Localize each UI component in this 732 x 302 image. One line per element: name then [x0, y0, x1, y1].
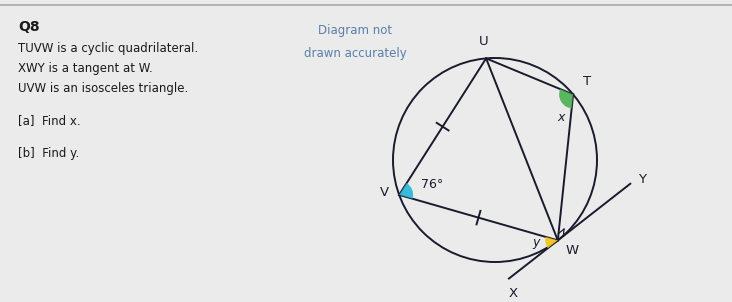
Text: Y: Y [638, 173, 646, 186]
Wedge shape [399, 183, 413, 199]
Text: V: V [380, 186, 389, 199]
Text: X: X [509, 287, 518, 300]
Text: 76°: 76° [421, 178, 444, 191]
Text: y: y [532, 236, 539, 249]
Text: x: x [558, 111, 565, 124]
Text: Q8: Q8 [18, 20, 40, 34]
Wedge shape [559, 89, 573, 108]
Text: Diagram not: Diagram not [318, 24, 392, 37]
Text: XWY is a tangent at W.: XWY is a tangent at W. [18, 62, 153, 75]
Text: [b]  Find y.: [b] Find y. [18, 147, 79, 160]
Text: W: W [566, 244, 579, 257]
Wedge shape [545, 237, 558, 248]
Text: [a]  Find x.: [a] Find x. [18, 114, 81, 127]
Text: UVW is an isosceles triangle.: UVW is an isosceles triangle. [18, 82, 188, 95]
Text: U: U [479, 35, 489, 48]
Text: TUVW is a cyclic quadrilateral.: TUVW is a cyclic quadrilateral. [18, 42, 198, 55]
Text: T: T [583, 76, 591, 88]
Text: drawn accurately: drawn accurately [304, 47, 406, 60]
